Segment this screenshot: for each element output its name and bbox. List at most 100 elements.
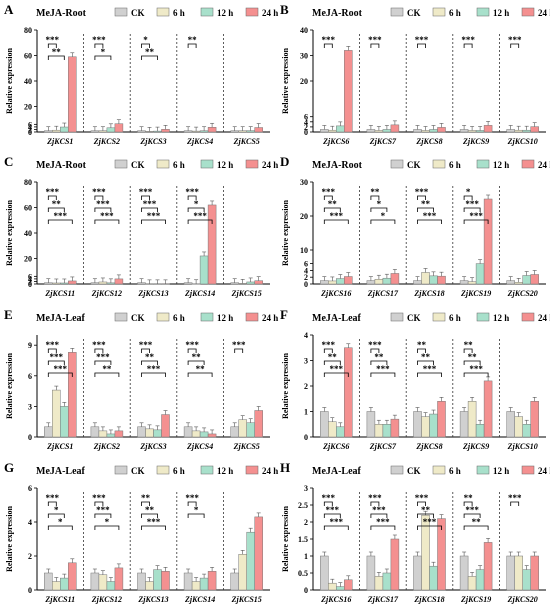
significance-label: **	[328, 352, 338, 362]
bar-ZjKCS15-12h	[246, 531, 255, 591]
significance-bracket	[323, 372, 349, 377]
bar-ZjKCS3-6h	[145, 131, 154, 133]
y-tick-label: 20	[300, 77, 308, 86]
bar-ZjKCS8-CK	[413, 129, 422, 133]
bar-ZjKCS4-6h	[191, 130, 201, 133]
significance-label: ***	[376, 364, 390, 374]
category-label: ZjKCS19	[460, 289, 491, 298]
panel-letter: A	[4, 2, 14, 17]
bar-ZjKCS13-6h	[145, 283, 154, 285]
y-tick-label: 2.5	[298, 501, 308, 510]
bar-ZjKCS3-6h	[145, 428, 154, 438]
bar-ZjKCS8-6h	[421, 416, 430, 438]
y-tick-label: 0	[304, 433, 308, 442]
panel-letter: B	[280, 2, 289, 17]
significance-bracket	[323, 348, 333, 353]
significance-bracket	[94, 43, 104, 48]
bar-ZjKCS11-CK	[44, 282, 53, 285]
bar-ZjKCS3-12h	[153, 429, 162, 438]
bar-ZjKCS15-24h	[254, 280, 263, 285]
bar-ZjKCS8-CK	[413, 411, 422, 438]
legend-label-1: 6 h	[173, 8, 185, 18]
category-label: ZjKCS7	[369, 137, 397, 146]
bar-ZjKCS4-6h	[191, 430, 201, 438]
bar-ZjKCS7-CK	[366, 411, 376, 438]
significance-label: **	[145, 505, 155, 515]
significance-label: ***	[96, 505, 110, 515]
bar-ZjKCS18-12h	[429, 565, 438, 591]
bar-ZjKCS12-CK	[90, 572, 100, 591]
significance-label: ***	[372, 505, 386, 515]
legend-swatch-1	[432, 7, 446, 17]
significance-bracket	[187, 513, 205, 518]
bar-ZjKCS5-24h	[254, 127, 263, 133]
significance-bracket	[47, 195, 57, 200]
legend-label-1: 6 h	[173, 160, 185, 170]
significance-bracket	[370, 360, 388, 365]
bar-ZjKCS20-6h	[514, 282, 523, 285]
significance-bracket	[370, 501, 380, 506]
bar-ZjKCS6-12h	[336, 426, 345, 438]
significance-label: ***	[508, 493, 522, 503]
legend-label-3: 24 h	[262, 313, 278, 323]
bar-ZjKCS6-24h	[344, 347, 353, 438]
legend-label-3: 24 h	[538, 8, 550, 18]
bar-ZjKCS18-6h	[421, 514, 430, 591]
significance-label: *	[194, 199, 199, 209]
significance-bracket	[47, 501, 57, 506]
bar-ZjKCS9-CK	[459, 129, 469, 133]
category-label: ZjKCS5	[233, 442, 260, 451]
legend-swatch-2	[476, 159, 490, 169]
y-axis-label: Relative expression	[5, 200, 14, 266]
significance-bracket	[370, 43, 380, 48]
legend-label-0: CK	[407, 8, 421, 18]
legend-label-1: 6 h	[173, 466, 185, 476]
y-tick-label: 3	[304, 357, 308, 366]
bar-ZjKCS12-6h	[98, 574, 108, 591]
legend-label-3: 24 h	[262, 466, 278, 476]
y-tick-label: 1.5	[298, 535, 308, 544]
bar-ZjKCS6-6h	[328, 421, 337, 438]
bar-ZjKCS10-12h	[522, 129, 531, 133]
category-label: ZjKCS3	[139, 442, 166, 451]
significance-bracket	[463, 219, 489, 224]
bar-ZjKCS14-6h	[191, 283, 201, 285]
category-label: ZjKCS6	[322, 442, 349, 451]
legend-swatch-3	[521, 465, 535, 475]
category-label: ZjKCS14	[184, 595, 215, 604]
significance-label: **	[196, 364, 206, 374]
category-label: ZjKCS15	[231, 289, 262, 298]
bar-ZjKCS10-6h	[514, 129, 523, 133]
category-label: ZjKCS18	[413, 289, 444, 298]
y-tick-label: 4	[304, 266, 308, 275]
bar-ZjKCS13-6h	[145, 581, 154, 591]
legend-label-2: 12 h	[493, 8, 509, 18]
significance-bracket	[94, 55, 112, 60]
significance-label: ***	[147, 364, 161, 374]
category-label: ZjKCS14	[184, 289, 215, 298]
significance-label: ***	[143, 199, 157, 209]
bar-ZjKCS20-CK	[506, 555, 515, 591]
bar-ZjKCS5-CK	[230, 426, 239, 438]
bar-ZjKCS12-24h	[114, 567, 124, 591]
significance-bracket	[323, 219, 349, 224]
significance-bracket	[370, 207, 388, 212]
significance-bracket	[463, 501, 473, 506]
bar-ZjKCS5-24h	[254, 410, 263, 438]
category-label: ZjKCS2	[93, 137, 120, 146]
significance-bracket	[417, 207, 434, 212]
significance-label: ***	[139, 340, 153, 350]
category-label: ZjKCS17	[367, 595, 399, 604]
legend-swatch-2	[200, 159, 214, 169]
y-tick-label: 0	[304, 586, 308, 595]
treatment-label: MeJA-Root	[36, 160, 87, 171]
significance-bracket	[463, 513, 481, 518]
legend-swatch-3	[521, 312, 535, 322]
significance-bracket	[187, 501, 197, 506]
significance-bracket	[141, 195, 150, 200]
bar-ZjKCS16-12h	[336, 586, 345, 591]
significance-label: ***	[415, 187, 429, 197]
bar-ZjKCS11-24h	[68, 280, 77, 285]
panel-B: B MeJA-Root CK 6 h 12 h 24 h Relative expressi…	[280, 2, 550, 146]
category-label: ZjKCS16	[320, 595, 351, 604]
